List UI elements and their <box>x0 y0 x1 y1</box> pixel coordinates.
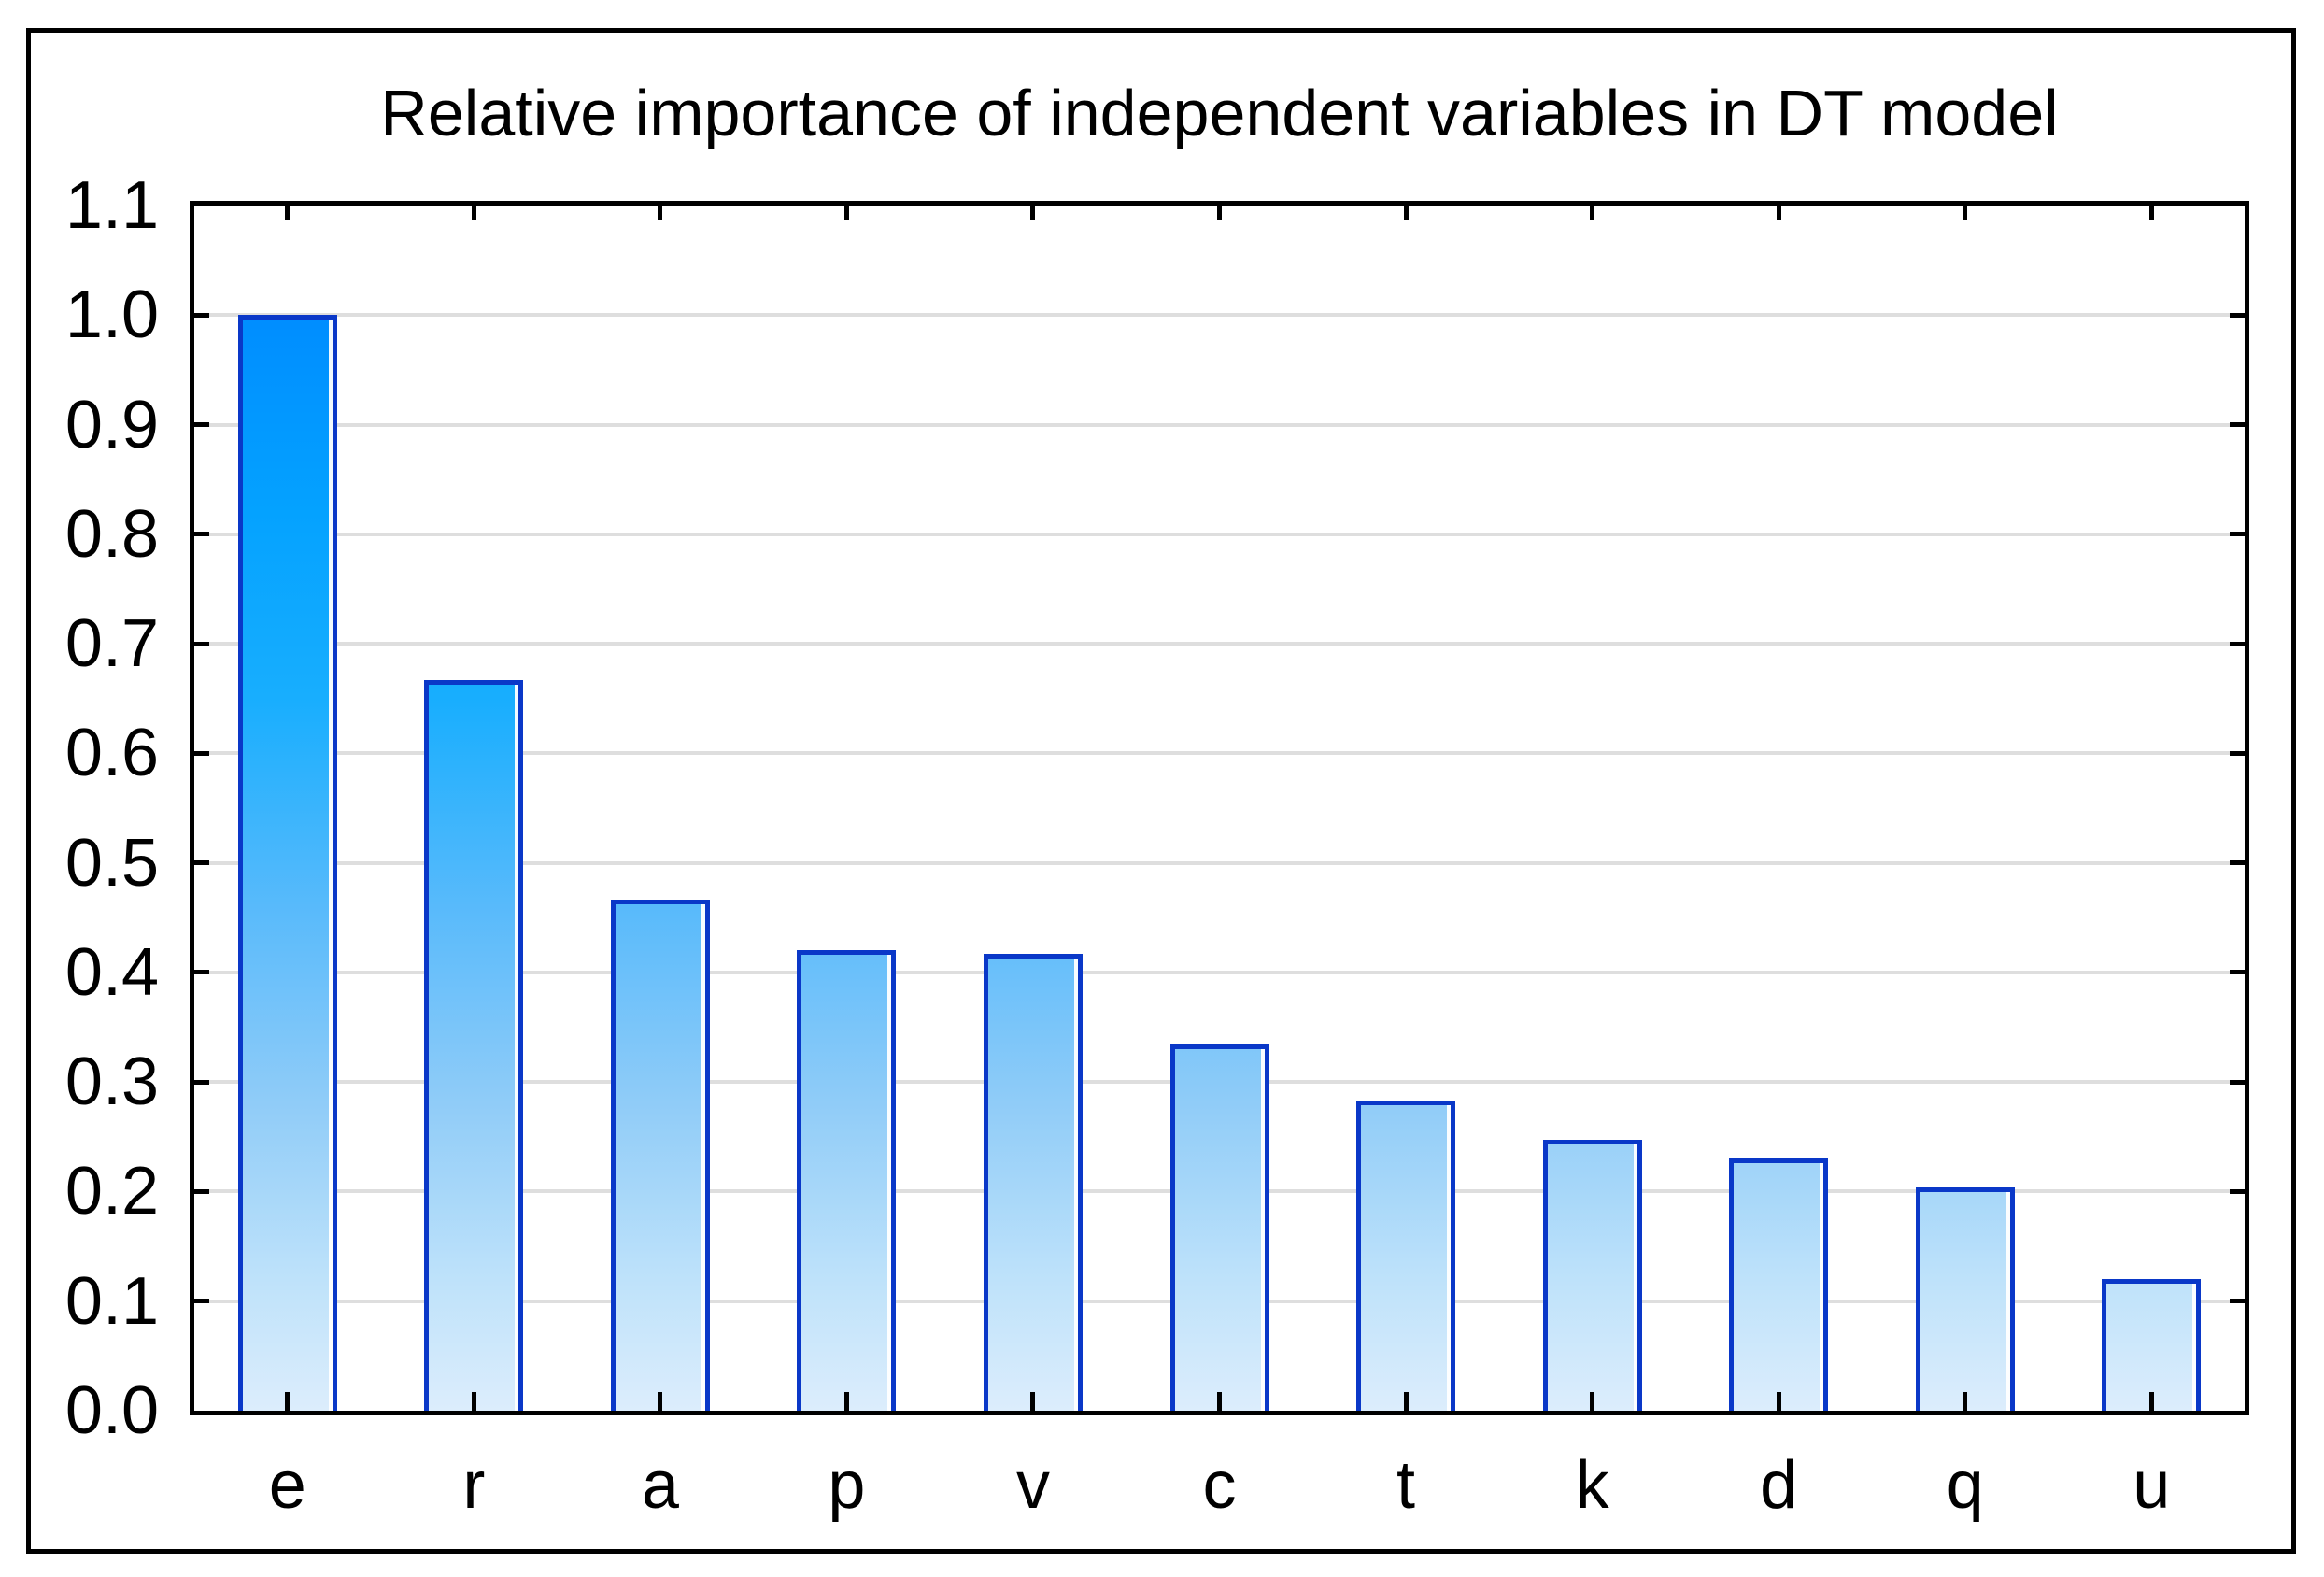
bar <box>2102 1279 2202 1411</box>
x-axis-tick-bottom <box>658 1392 663 1411</box>
bar <box>1542 1140 1642 1411</box>
x-axis-tick-bottom <box>1963 1392 1968 1411</box>
y-axis-tick-left <box>194 970 209 975</box>
bar <box>237 315 337 1411</box>
x-tick-label: t <box>1396 1448 1416 1523</box>
y-axis-tick-left <box>194 532 209 537</box>
y-axis-tick-right <box>2230 1299 2245 1304</box>
bar <box>1356 1101 1456 1411</box>
x-tick-label: d <box>1760 1448 1798 1523</box>
y-axis-tick-right <box>2230 1079 2245 1085</box>
y-axis-tick-left <box>194 1079 209 1085</box>
y-axis-tick-right <box>2230 641 2245 646</box>
y-tick-label: 1.0 <box>64 277 159 353</box>
x-axis-tick-top <box>2148 206 2154 220</box>
gridline <box>194 970 2245 974</box>
x-axis-tick-top <box>1217 206 1222 220</box>
gridline <box>194 313 2245 318</box>
y-tick-label: 0.7 <box>64 606 159 682</box>
x-tick-label: v <box>1015 1448 1050 1523</box>
y-tick-label: 0.4 <box>64 934 159 1010</box>
x-axis-tick-bottom <box>471 1392 476 1411</box>
plot-area <box>190 201 2249 1415</box>
bar <box>983 954 1083 1411</box>
x-axis-tick-bottom <box>1776 1392 1781 1411</box>
bar <box>1729 1158 1829 1411</box>
x-axis-tick-bottom <box>1403 1392 1409 1411</box>
y-axis-tick-right <box>2230 970 2245 975</box>
y-axis-tick-left <box>194 1299 209 1304</box>
bar <box>1915 1187 2015 1411</box>
x-axis-tick-bottom <box>1217 1392 1222 1411</box>
x-axis-tick-top <box>1963 206 1968 220</box>
x-axis-tick-bottom <box>843 1392 849 1411</box>
y-axis-tick-left <box>194 750 209 756</box>
x-tick-label: a <box>641 1448 679 1523</box>
y-axis-tick-left <box>194 1188 209 1194</box>
y-axis-tick-left <box>194 422 209 428</box>
x-axis-tick-bottom <box>2148 1392 2154 1411</box>
bar <box>610 900 710 1411</box>
x-tick-label: p <box>828 1448 866 1523</box>
gridline <box>194 860 2245 865</box>
gridline <box>194 642 2245 646</box>
gridline <box>194 422 2245 427</box>
y-tick-label: 0.0 <box>64 1373 159 1448</box>
gridline <box>194 751 2245 756</box>
y-tick-label: 0.6 <box>64 716 159 791</box>
x-tick-label: c <box>1202 1448 1237 1523</box>
x-axis-tick-bottom <box>285 1392 290 1411</box>
y-axis-tick-right <box>2230 1188 2245 1194</box>
x-axis-tick-top <box>1030 206 1036 220</box>
x-axis-tick-top <box>285 206 290 220</box>
x-tick-label: q <box>1946 1448 1984 1523</box>
y-axis-tick-left <box>194 641 209 646</box>
x-tick-label: e <box>268 1448 306 1523</box>
y-axis-tick-right <box>2230 750 2245 756</box>
y-tick-label: 0.3 <box>64 1044 159 1120</box>
y-axis-tick-left <box>194 860 209 866</box>
x-axis-tick-bottom <box>1590 1392 1595 1411</box>
x-axis-tick-top <box>658 206 663 220</box>
x-axis-tick-bottom <box>1030 1392 1036 1411</box>
bar <box>424 680 524 1411</box>
x-axis-tick-top <box>1776 206 1781 220</box>
y-axis-tick-right <box>2230 860 2245 866</box>
y-axis-tick-right <box>2230 422 2245 428</box>
x-axis-tick-top <box>1403 206 1409 220</box>
y-tick-label: 1.1 <box>64 168 159 243</box>
bar <box>1169 1044 1269 1411</box>
y-axis-tick-left <box>194 312 209 318</box>
y-tick-label: 0.2 <box>64 1154 159 1229</box>
x-tick-label: r <box>462 1448 486 1523</box>
x-axis-tick-top <box>471 206 476 220</box>
y-tick-label: 0.5 <box>64 825 159 901</box>
x-tick-label: u <box>2133 1448 2171 1523</box>
x-tick-label: k <box>1575 1448 1609 1523</box>
gridline <box>194 532 2245 536</box>
y-tick-label: 0.8 <box>64 496 159 572</box>
y-axis-tick-right <box>2230 532 2245 537</box>
bar <box>797 950 897 1411</box>
chart-title: Relative importance of independent varia… <box>380 77 2059 149</box>
y-tick-label: 0.1 <box>64 1263 159 1339</box>
x-axis-tick-top <box>1590 206 1595 220</box>
y-axis-tick-right <box>2230 312 2245 318</box>
x-axis-tick-top <box>843 206 849 220</box>
y-tick-label: 0.9 <box>64 387 159 462</box>
